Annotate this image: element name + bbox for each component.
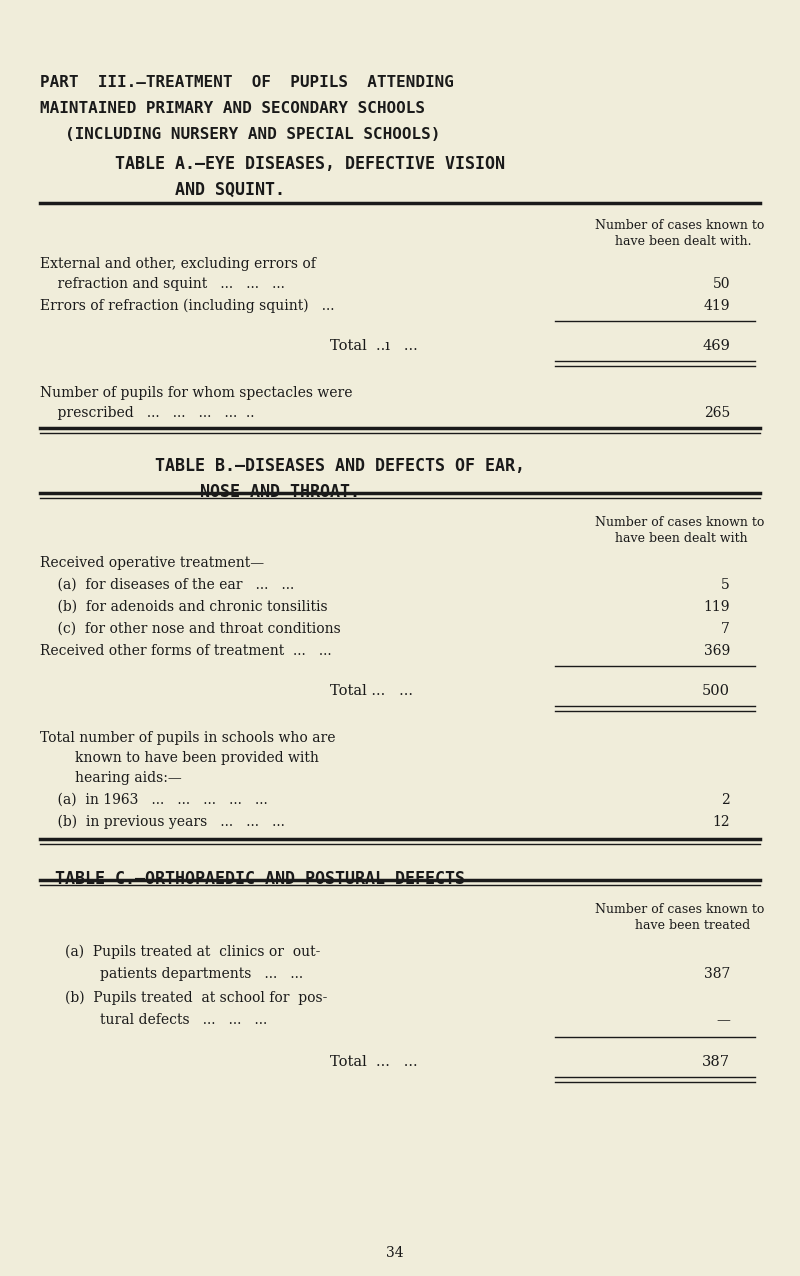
Text: —: — — [716, 1013, 730, 1027]
Text: hearing aids:—: hearing aids:— — [40, 771, 182, 785]
Text: 500: 500 — [702, 684, 730, 698]
Text: 369: 369 — [704, 644, 730, 658]
Text: (a)  for diseases of the ear   ...   ...: (a) for diseases of the ear ... ... — [40, 578, 294, 592]
Text: 50: 50 — [713, 277, 730, 291]
Text: 34: 34 — [386, 1245, 404, 1259]
Text: (a)  Pupils treated at  clinics or  out-: (a) Pupils treated at clinics or out- — [65, 946, 320, 960]
Text: Number of cases known to: Number of cases known to — [595, 516, 764, 530]
Text: have been treated: have been treated — [635, 919, 750, 931]
Text: 419: 419 — [703, 299, 730, 313]
Text: have been dealt with.: have been dealt with. — [615, 235, 751, 248]
Text: (c)  for other nose and throat conditions: (c) for other nose and throat conditions — [40, 621, 341, 635]
Text: 387: 387 — [702, 1055, 730, 1069]
Text: Received operative treatment—: Received operative treatment— — [40, 556, 264, 570]
Text: 265: 265 — [704, 406, 730, 420]
Text: TABLE A.—EYE DISEASES, DEFECTIVE VISION: TABLE A.—EYE DISEASES, DEFECTIVE VISION — [115, 154, 505, 174]
Text: PART  III.—TREATMENT  OF  PUPILS  ATTENDING: PART III.—TREATMENT OF PUPILS ATTENDING — [40, 75, 454, 91]
Text: tural defects   ...   ...   ...: tural defects ... ... ... — [65, 1013, 267, 1027]
Text: patients departments   ...   ...: patients departments ... ... — [65, 967, 303, 981]
Text: prescribed   ...   ...   ...   ...  ..: prescribed ... ... ... ... .. — [40, 406, 254, 420]
Text: Errors of refraction (including squint)   ...: Errors of refraction (including squint) … — [40, 299, 334, 314]
Text: refraction and squint   ...   ...   ...: refraction and squint ... ... ... — [40, 277, 285, 291]
Text: 387: 387 — [704, 967, 730, 981]
Text: External and other, excluding errors of: External and other, excluding errors of — [40, 256, 316, 271]
Text: 7: 7 — [721, 621, 730, 635]
Text: Number of pupils for whom spectacles were: Number of pupils for whom spectacles wer… — [40, 387, 353, 399]
Text: Number of cases known to: Number of cases known to — [595, 219, 764, 232]
Text: NOSE AND THROAT.: NOSE AND THROAT. — [200, 484, 360, 501]
Text: AND SQUINT.: AND SQUINT. — [175, 181, 285, 199]
Text: Total  ..ı   ...: Total ..ı ... — [330, 339, 418, 353]
Text: (b)  in previous years   ...   ...   ...: (b) in previous years ... ... ... — [40, 815, 285, 829]
Text: (a)  in 1963   ...   ...   ...   ...   ...: (a) in 1963 ... ... ... ... ... — [40, 792, 268, 806]
Text: (b)  for adenoids and chronic tonsilitis: (b) for adenoids and chronic tonsilitis — [40, 600, 328, 614]
Text: 12: 12 — [712, 815, 730, 829]
Text: MAINTAINED PRIMARY AND SECONDARY SCHOOLS: MAINTAINED PRIMARY AND SECONDARY SCHOOLS — [40, 101, 425, 116]
Text: 5: 5 — [722, 578, 730, 592]
Text: TABLE B.—DISEASES AND DEFECTS OF EAR,: TABLE B.—DISEASES AND DEFECTS OF EAR, — [155, 457, 525, 475]
Text: (b)  Pupils treated  at school for  pos-: (b) Pupils treated at school for pos- — [65, 991, 327, 1005]
Text: have been dealt with: have been dealt with — [615, 532, 748, 545]
Text: Received other forms of treatment  ...   ...: Received other forms of treatment ... ..… — [40, 644, 332, 658]
Text: Total  ...   ...: Total ... ... — [330, 1055, 418, 1069]
Text: known to have been provided with: known to have been provided with — [40, 752, 319, 766]
Text: 469: 469 — [702, 339, 730, 353]
Text: Total ...   ...: Total ... ... — [330, 684, 413, 698]
Text: TABLE C.—ORTHOPAEDIC AND POSTURAL DEFECTS: TABLE C.—ORTHOPAEDIC AND POSTURAL DEFECT… — [55, 870, 465, 888]
Text: Total number of pupils in schools who are: Total number of pupils in schools who ar… — [40, 731, 335, 745]
Text: (INCLUDING NURSERY AND SPECIAL SCHOOLS): (INCLUDING NURSERY AND SPECIAL SCHOOLS) — [65, 128, 440, 142]
Text: Number of cases known to: Number of cases known to — [595, 903, 764, 916]
Text: 2: 2 — [722, 792, 730, 806]
Text: 119: 119 — [703, 600, 730, 614]
